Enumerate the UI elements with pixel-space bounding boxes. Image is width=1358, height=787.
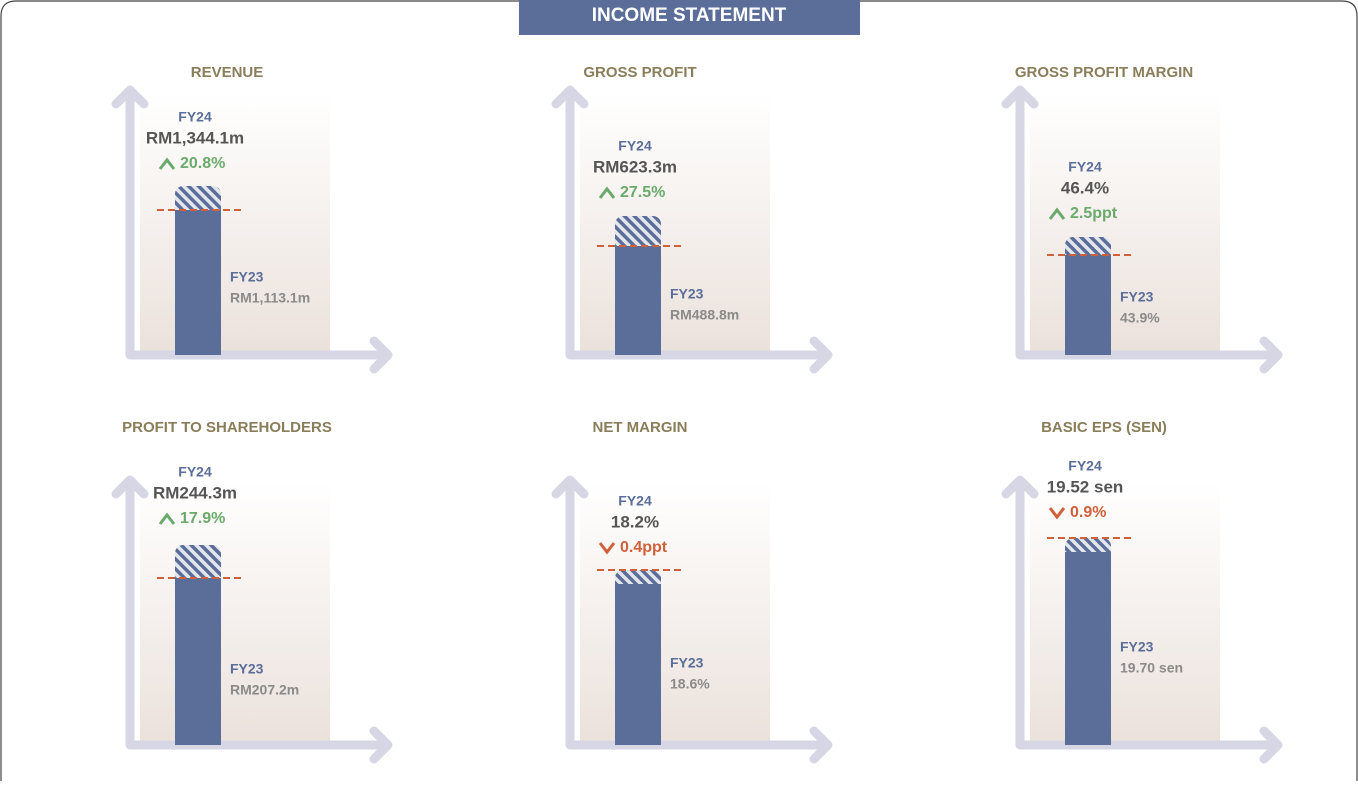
header-title: INCOME STATEMENT xyxy=(592,5,787,26)
change-value: 2.5ppt xyxy=(1070,205,1118,222)
fy23-bar xyxy=(1065,255,1111,355)
fy23-value: RM488.8m xyxy=(670,307,739,323)
fy24-label: FY24 xyxy=(618,493,652,509)
fy23-bar xyxy=(615,246,661,355)
fy24-increment xyxy=(175,545,221,586)
fy24-label: FY24 xyxy=(178,109,212,125)
fy23-value: 43.9% xyxy=(1120,310,1160,326)
panel-title: BASIC EPS (SEN) xyxy=(1041,419,1167,436)
axis-arrow xyxy=(1001,475,1283,764)
panel: BASIC EPS (SEN) FY24 19.52 sen 0.9% FY23 19.7… xyxy=(1001,419,1283,764)
fy23-label: FY23 xyxy=(230,661,264,677)
fy23-value: 19.70 sen xyxy=(1120,660,1183,676)
panel-title: REVENUE xyxy=(191,64,264,81)
panel-background xyxy=(140,93,330,355)
change-arrow xyxy=(158,512,176,525)
fy23-value: RM207.2m xyxy=(230,682,299,698)
fy24-label: FY24 xyxy=(1068,458,1102,474)
panel-background xyxy=(1030,483,1220,745)
header-box xyxy=(519,0,860,35)
panel: REVENUE FY24 RM1,344.1m 20.8% FY23 RM1,113.1m xyxy=(111,64,393,374)
panel-background xyxy=(1030,93,1220,355)
axis-arrow xyxy=(551,85,833,374)
panel: GROSS PROFIT FY24 RM623.3m 27.5% FY23 RM488.8… xyxy=(551,64,833,374)
fy24-value: 18.2% xyxy=(611,512,659,531)
panel-background xyxy=(580,483,770,745)
fy23-value: RM1,113.1m xyxy=(230,290,310,306)
fy23-bar xyxy=(1065,552,1111,745)
change-value: 27.5% xyxy=(620,184,665,201)
fy23-label: FY23 xyxy=(670,655,704,671)
fy24-value: 46.4% xyxy=(1061,178,1109,197)
change-arrow xyxy=(598,186,616,199)
change-arrow xyxy=(1048,507,1066,520)
axis-arrow xyxy=(111,475,393,764)
fy23-value: 18.6% xyxy=(670,676,710,692)
fy24-label: FY24 xyxy=(178,464,212,480)
panel-title: GROSS PROFIT xyxy=(583,64,696,81)
change-value: 20.8% xyxy=(180,155,225,172)
axis-arrow xyxy=(1001,85,1283,374)
fy23-bar xyxy=(175,578,221,745)
fy23-bar xyxy=(175,210,221,355)
fy23-label: FY23 xyxy=(670,286,704,302)
fy23-label: FY23 xyxy=(1120,639,1154,655)
panel: GROSS PROFIT MARGIN FY24 46.4% 2.5ppt FY23 43… xyxy=(1001,64,1283,374)
fy24-increment xyxy=(615,216,661,254)
fy24-label: FY24 xyxy=(618,138,652,154)
panel-background xyxy=(140,483,330,745)
change-arrow xyxy=(158,157,176,170)
panel-background xyxy=(580,93,770,355)
change-value: 17.9% xyxy=(180,510,225,527)
fy23-label: FY23 xyxy=(1120,289,1154,305)
panel-title: GROSS PROFIT MARGIN xyxy=(1015,64,1193,81)
fy23-label: FY23 xyxy=(230,269,264,285)
fy24-value: RM244.3m xyxy=(153,483,237,502)
panel: PROFIT TO SHAREHOLDERS FY24 RM244.3m 17.9% F… xyxy=(111,419,393,764)
change-arrow xyxy=(1048,207,1066,220)
change-value: 0.4ppt xyxy=(620,539,668,556)
fy24-label: FY24 xyxy=(1068,159,1102,175)
fy24-value: 19.52 sen xyxy=(1047,477,1124,496)
axis-arrow xyxy=(551,475,833,764)
panel-title: PROFIT TO SHAREHOLDERS xyxy=(122,419,332,436)
fy24-value: RM1,344.1m xyxy=(146,128,244,147)
change-value: 0.9% xyxy=(1070,504,1106,521)
panel-title: NET MARGIN xyxy=(593,419,688,436)
panel: NET MARGIN FY24 18.2% 0.4ppt FY23 18.6% xyxy=(551,419,833,764)
change-arrow xyxy=(598,542,616,555)
fy23-bar xyxy=(615,584,661,745)
axis-arrow xyxy=(111,85,393,374)
fy24-value: RM623.3m xyxy=(593,157,677,176)
